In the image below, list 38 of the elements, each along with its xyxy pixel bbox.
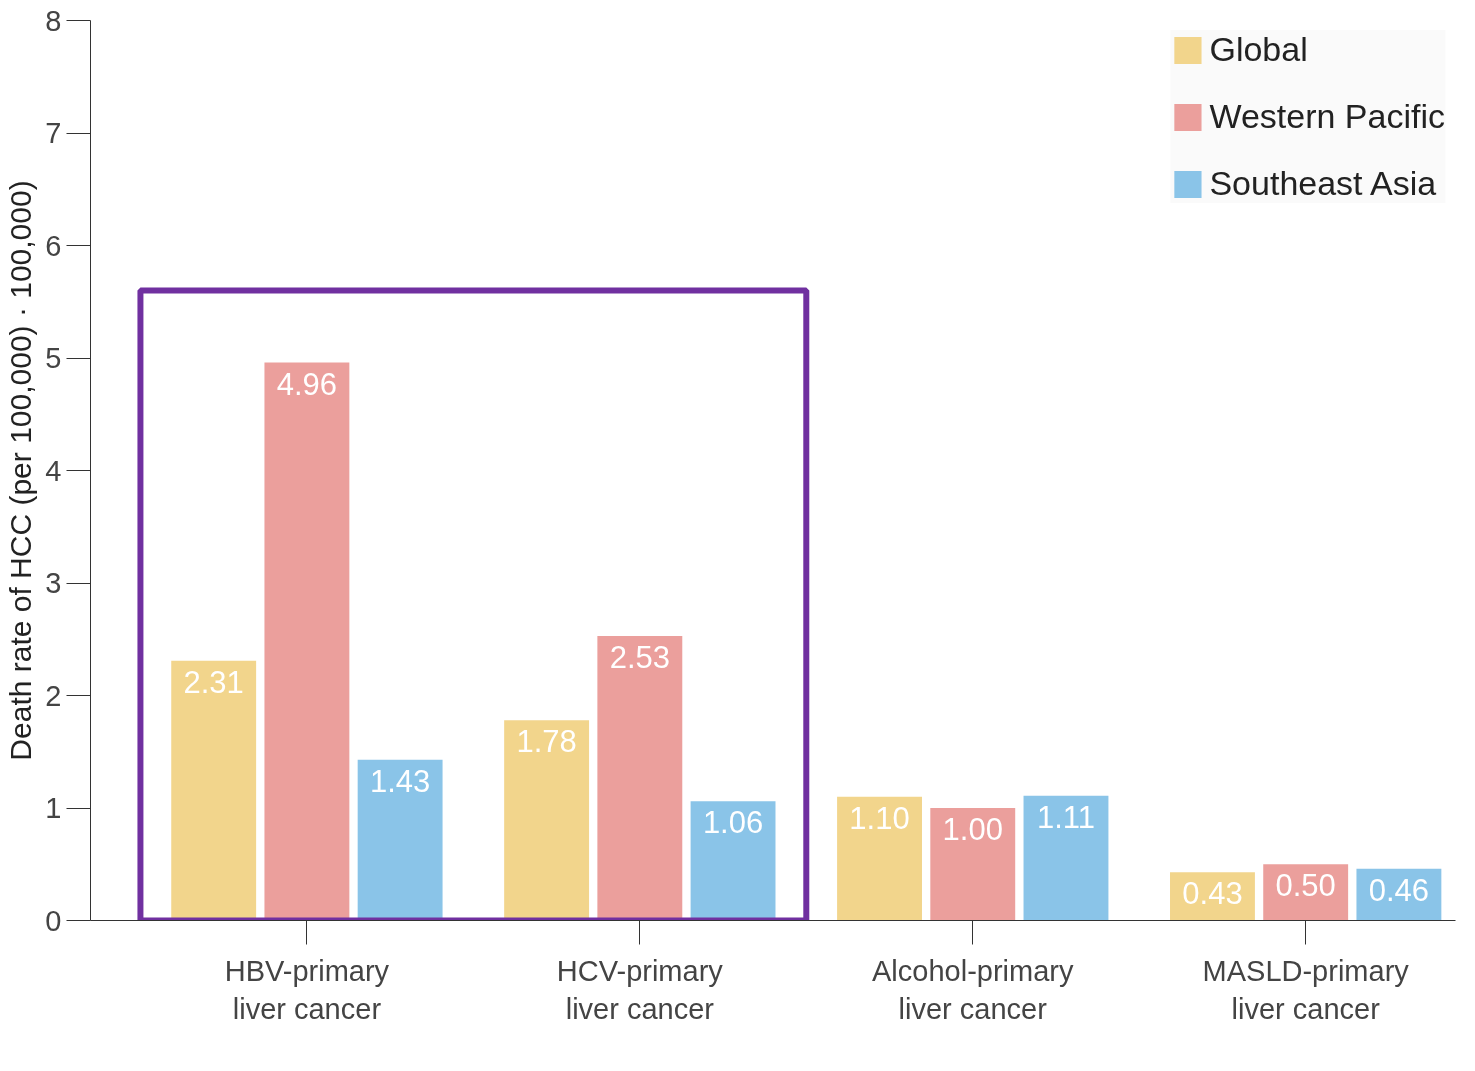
- bar: [597, 635, 683, 921]
- data-label: 0.46: [1368, 872, 1430, 908]
- legend-label: Western Pacific: [1209, 97, 1445, 136]
- bar: [837, 796, 922, 921]
- data-label: 4.96: [276, 366, 338, 402]
- bar: [171, 660, 257, 921]
- x-tick-label: HCV-primary liver cancer: [556, 954, 724, 1025]
- bar: [504, 720, 590, 921]
- y-axis-title: Death rate of HCC (per 100,000) · 100,000): [4, 180, 38, 761]
- data-label: 1.00: [942, 812, 1003, 847]
- data-label: 1.78: [516, 724, 577, 760]
- data-label: 2.31: [183, 664, 244, 700]
- data-label: 2.53: [609, 639, 671, 675]
- y-tick-label: 8: [45, 4, 62, 37]
- data-label: 1.43: [369, 763, 431, 799]
- legend-label: Southeast Asia: [1209, 164, 1437, 203]
- bar: [357, 759, 443, 921]
- y-tick-label: 5: [45, 342, 62, 374]
- bar: [930, 808, 1016, 921]
- x-tick-label: Alcohol-primary liver cancer: [872, 954, 1074, 1025]
- bar: [264, 362, 350, 921]
- bar: [1023, 795, 1109, 921]
- data-label: 1.10: [849, 800, 910, 836]
- legend-label: Global: [1209, 30, 1308, 69]
- x-tick-label: MASLD-primary liver cancer: [1202, 954, 1410, 1025]
- y-tick-label: 7: [45, 117, 62, 149]
- data-label: 0.43: [1182, 876, 1243, 912]
- y-tick-label: 4: [45, 454, 62, 487]
- y-tick-label: 6: [45, 229, 62, 262]
- data-label: 0.50: [1275, 868, 1336, 904]
- y-tick-label: 3: [45, 567, 62, 599]
- data-label: 1.11: [1036, 799, 1096, 835]
- y-tick-label: 1: [45, 792, 62, 824]
- y-tick-label: 0: [45, 904, 62, 937]
- x-tick-label: HBV-primary liver cancer: [224, 954, 390, 1025]
- data-label: 1.06: [702, 805, 764, 841]
- y-tick-label: 2: [45, 679, 62, 712]
- bar: [690, 801, 776, 921]
